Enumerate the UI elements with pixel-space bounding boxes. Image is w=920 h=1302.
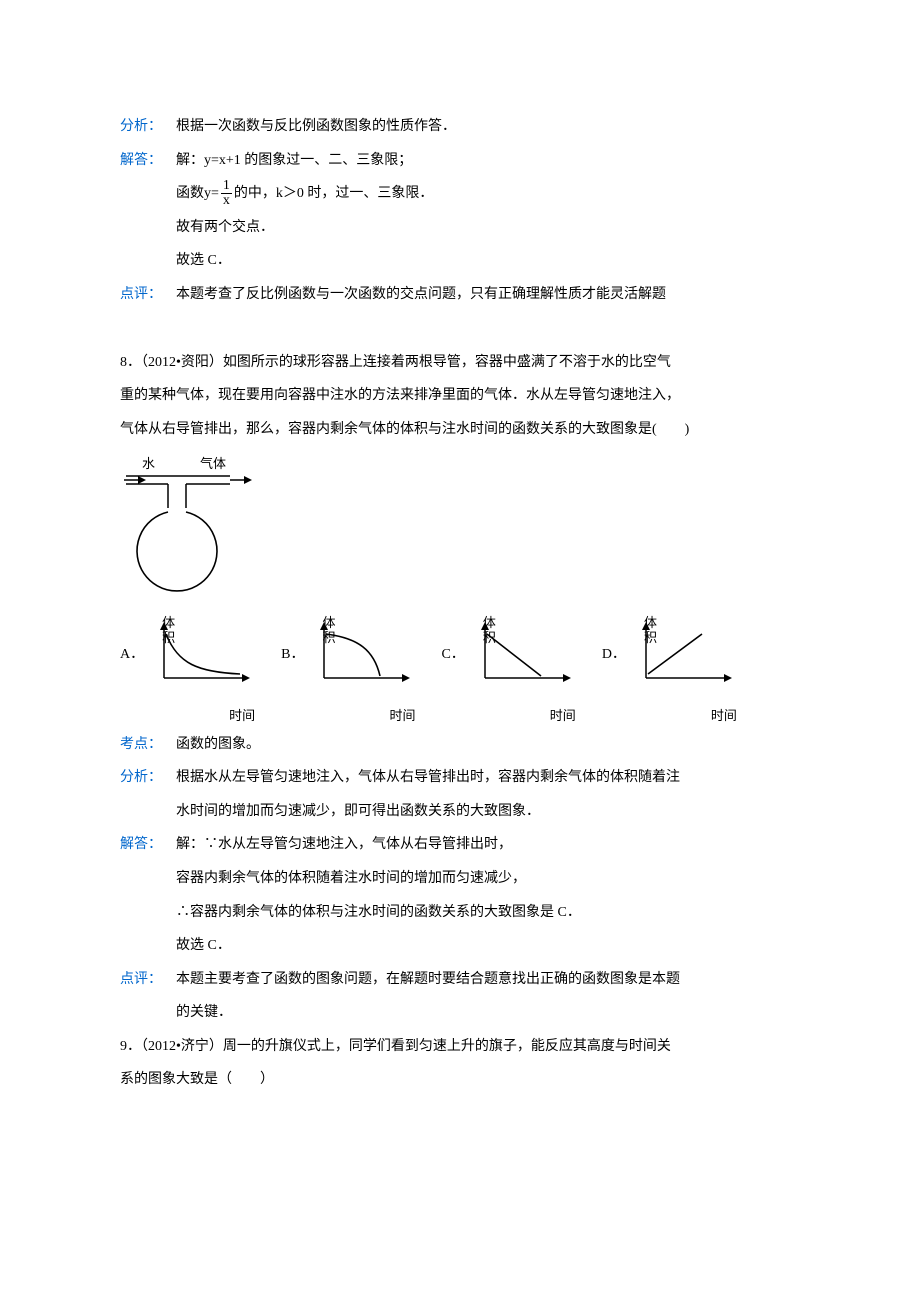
q8-topic-row: 考点： 函数的图象。 bbox=[120, 728, 800, 762]
analysis-text: 根据一次函数与反比例函数图象的性质作答． bbox=[176, 110, 800, 144]
q8-topic-text: 函数的图象。 bbox=[176, 728, 800, 762]
q8-analysis-content: 根据水从左导管匀速地注入，气体从右导管排出时，容器内剩余气体的体积随着注 水时间… bbox=[176, 761, 800, 828]
eq-suffix: 的中，k＞0 时，过一、三象限． bbox=[234, 177, 434, 211]
q8-solution-line: 解：∵水从左导管匀速地注入，气体从右导管排出时， bbox=[176, 828, 800, 862]
analysis-row: 分析： 根据一次函数与反比例函数图象的性质作答． bbox=[120, 110, 800, 144]
option-c: C． 体 积 时间 bbox=[441, 620, 573, 704]
graph-b: 体 积 时间 bbox=[308, 620, 413, 704]
x-axis-label: 时间 bbox=[389, 709, 415, 722]
q8-solution-line: 容器内剩余气体的体积随着注水时间的增加而匀速减少， bbox=[176, 862, 800, 896]
q9-line: 9．（2012•济宁）周一的升旗仪式上，同学们看到匀速上升的旗子，能反应其高度与… bbox=[120, 1030, 800, 1064]
y-axis-label: 体 积 bbox=[322, 616, 335, 646]
option-b: B． 体 积 时间 bbox=[281, 620, 413, 704]
q8-comment-line: 本题主要考查了函数的图象问题，在解题时要结合题意找出正确的函数图象是本题 bbox=[176, 972, 680, 987]
flask-icon: 水 气体 bbox=[118, 450, 278, 600]
x-axis-label: 时间 bbox=[229, 709, 255, 722]
container-diagram: 水 气体 bbox=[118, 450, 800, 614]
q8-options: A． 体 积 时间 bbox=[120, 620, 800, 704]
option-letter: D． bbox=[602, 648, 626, 704]
q8-comment-row: 点评： 本题主要考查了函数的图象问题，在解题时要结合题意找出正确的函数图象是本题… bbox=[120, 963, 800, 1030]
q8-comment-content: 本题主要考查了函数的图象问题，在解题时要结合题意找出正确的函数图象是本题 的关键… bbox=[176, 963, 800, 1030]
eq-left: y= bbox=[204, 177, 219, 211]
frac-num: 1 bbox=[221, 179, 232, 194]
comment-row: 点评： 本题考查了反比例函数与一次函数的交点问题，只有正确理解性质才能灵活解题 bbox=[120, 278, 800, 312]
comment-text: 本题考查了反比例函数与一次函数的交点问题，只有正确理解性质才能灵活解题 bbox=[176, 278, 800, 312]
comment-label: 点评： bbox=[120, 278, 176, 312]
solution-line-eq: 函数 y= 1 x 的中，k＞0 时，过一、三象限． bbox=[176, 177, 433, 211]
solution-line: 故有两个交点． bbox=[176, 211, 800, 245]
analysis-label: 分析： bbox=[120, 761, 176, 795]
option-a: A． 体 积 时间 bbox=[120, 620, 253, 704]
analysis-label: 分析： bbox=[120, 110, 176, 144]
y-axis-label: 体 积 bbox=[162, 616, 175, 646]
q8-solution-line: ∴容器内剩余气体的体积与注水时间的函数关系的大致图象是 C． bbox=[176, 896, 800, 930]
solution-label: 解答： bbox=[120, 144, 176, 178]
page: 分析： 根据一次函数与反比例函数图象的性质作答． 解答： 解：y=x+1 的图象… bbox=[0, 0, 920, 1302]
q9-line: 系的图象大致是（ ） bbox=[120, 1063, 800, 1097]
q8-comment-line: 的关键． bbox=[176, 1005, 232, 1020]
solution-label: 解答： bbox=[120, 828, 176, 862]
option-letter: B． bbox=[281, 648, 304, 704]
solution-line: 故选 C． bbox=[176, 244, 800, 278]
solution-content: 解：y=x+1 的图象过一、二、三象限； 函数 y= 1 x 的中，k＞0 时，… bbox=[176, 144, 800, 278]
option-d: D． 体 积 时间 bbox=[602, 620, 735, 704]
solution-row: 解答： 解：y=x+1 的图象过一、二、三象限； 函数 y= 1 x 的中，k＞… bbox=[120, 144, 800, 278]
graph-c: 体 积 时间 bbox=[469, 620, 574, 704]
q8-solution-line: 故选 C． bbox=[176, 929, 800, 963]
q8-solution-content: 解：∵水从左导管匀速地注入，气体从右导管排出时， 容器内剩余气体的体积随着注水时… bbox=[176, 828, 800, 962]
graph-d: 体 积 时间 bbox=[630, 620, 735, 704]
solution-line: 解：y=x+1 的图象过一、二、三象限； bbox=[176, 144, 800, 178]
eq-prefix: 函数 bbox=[176, 177, 204, 211]
graph-a: 体 积 时间 bbox=[148, 620, 253, 704]
question-8: 8．（2012•资阳）如图所示的球形容器上连接着两根导管，容器中盛满了不溶于水的… bbox=[120, 346, 800, 1030]
comment-label: 点评： bbox=[120, 963, 176, 997]
x-axis-label: 时间 bbox=[711, 709, 737, 722]
y-axis-label: 体 积 bbox=[644, 616, 657, 646]
y-axis-label: 体 积 bbox=[483, 616, 496, 646]
q8-analysis-line: 水时间的增加而匀速减少，即可得出函数关系的大致图象． bbox=[176, 804, 540, 819]
question-9: 9．（2012•济宁）周一的升旗仪式上，同学们看到匀速上升的旗子，能反应其高度与… bbox=[120, 1030, 800, 1097]
q8-analysis-line: 根据水从左导管匀速地注入，气体从右导管排出时，容器内剩余气体的体积随着注 bbox=[176, 770, 680, 785]
q8-analysis-row: 分析： 根据水从左导管匀速地注入，气体从右导管排出时，容器内剩余气体的体积随着注… bbox=[120, 761, 800, 828]
q8-stem-line: 8．（2012•资阳）如图所示的球形容器上连接着两根导管，容器中盛满了不溶于水的… bbox=[120, 346, 800, 380]
option-letter: C． bbox=[441, 648, 464, 704]
option-letter: A． bbox=[120, 648, 144, 704]
q8-stem-line: 气体从右导管排出，那么，容器内剩余气体的体积与注水时间的函数关系的大致图象是( … bbox=[120, 413, 800, 447]
q8-stem-line: 重的某种气体，现在要用向容器中注水的方法来排净里面的气体．水从左导管匀速地注入， bbox=[120, 379, 800, 413]
q8-solution-row: 解答： 解：∵水从左导管匀速地注入，气体从右导管排出时， 容器内剩余气体的体积随… bbox=[120, 828, 800, 962]
fraction-icon: 1 x bbox=[221, 179, 232, 208]
topic-label: 考点： bbox=[120, 728, 176, 762]
x-axis-label: 时间 bbox=[550, 709, 576, 722]
gas-label: 气体 bbox=[200, 456, 226, 471]
water-label: 水 bbox=[142, 456, 155, 471]
frac-den: x bbox=[221, 194, 232, 208]
